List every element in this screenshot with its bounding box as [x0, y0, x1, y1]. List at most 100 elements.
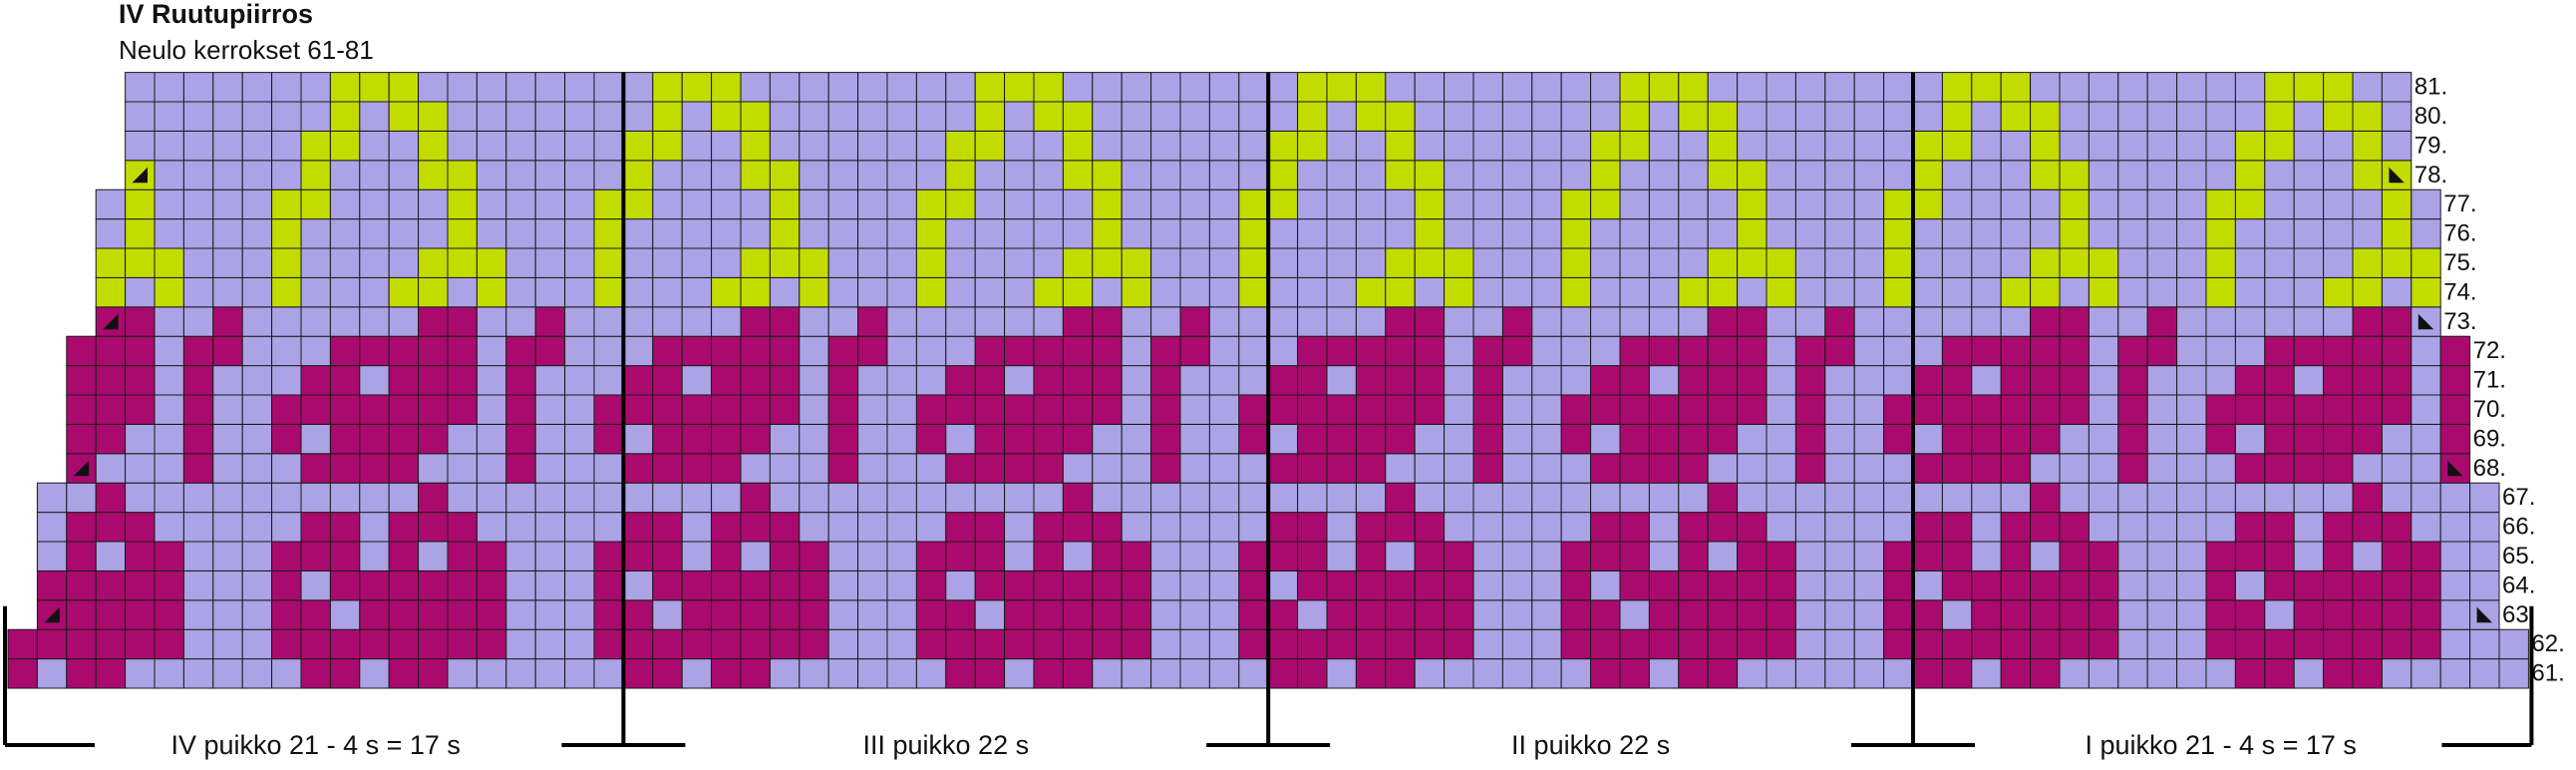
stitch-cell [915, 335, 947, 367]
stitch-cell [1941, 72, 1973, 103]
stitch-cell [154, 512, 184, 543]
stitch-cell [1912, 658, 1943, 689]
stitch-cell [1472, 482, 1503, 514]
stitch-cell [2352, 482, 2383, 514]
stitch-cell [1472, 101, 1503, 132]
stitch-cell [1824, 658, 1855, 689]
stitch-cell [182, 218, 214, 249]
stitch-cell [2293, 423, 2325, 455]
stitch-cell [711, 570, 742, 601]
stitch-cell [681, 306, 713, 337]
stitch-cell [2059, 247, 2090, 278]
stitch-cell [593, 599, 624, 630]
stitch-cell [1971, 541, 2002, 572]
stitch-cell [1326, 160, 1357, 191]
stitch-cell [1355, 160, 1387, 191]
stitch-cell [2381, 658, 2413, 689]
stitch-cell [827, 189, 859, 220]
stitch-cell [447, 570, 478, 601]
stitch-cell [886, 658, 917, 689]
stitch-cell [1560, 365, 1592, 396]
stitch-cell [447, 628, 478, 660]
stitch-cell [2088, 512, 2119, 543]
stitch-cell [1179, 599, 1210, 630]
stitch-cell [182, 335, 214, 367]
stitch-cell [1737, 72, 1768, 103]
stitch-cell [564, 453, 595, 484]
stitch-cell [1238, 130, 1269, 162]
stitch-cell [2146, 101, 2178, 132]
stitch-cell [36, 482, 68, 514]
stitch-cell [564, 658, 595, 689]
stitch-cell [1501, 599, 1533, 630]
stitch-cell [1853, 570, 1885, 601]
stitch-cell [1766, 453, 1796, 484]
stitch-cell [2264, 247, 2295, 278]
stitch-cell [2176, 276, 2207, 308]
stitch-cell [652, 541, 683, 572]
stitch-cell [1560, 512, 1592, 543]
stitch-cell [1824, 189, 1855, 220]
stitch-cell [1414, 189, 1446, 220]
stitch-cell [945, 599, 976, 630]
stitch-cell [974, 423, 1006, 455]
stitch-cell [1238, 72, 1269, 103]
stitch-cell [681, 160, 713, 191]
stitch-cell [1794, 335, 1826, 367]
stitch-cell [2469, 541, 2500, 572]
stitch-cell [1326, 453, 1357, 484]
stitch-cell [1414, 306, 1446, 337]
stitch-cell [1092, 482, 1123, 514]
stitch-cell [1824, 72, 1855, 103]
stitch-cell [652, 160, 683, 191]
stitch-cell [1971, 160, 2002, 191]
stitch-cell [2469, 628, 2500, 660]
stitch-cell [2088, 218, 2119, 249]
stitch-cell [182, 160, 214, 191]
stitch-cell [857, 276, 888, 308]
decrease-marker [2417, 313, 2434, 330]
stitch-cell [2381, 101, 2413, 132]
stitch-cell [2146, 365, 2178, 396]
row-label: 75. [2443, 249, 2476, 276]
stitch-cell [1648, 247, 1680, 278]
stitch-cell [1092, 335, 1123, 367]
stitch-cell [1766, 423, 1796, 455]
stitch-cell [182, 658, 214, 689]
stitch-cell [2030, 130, 2061, 162]
stitch-cell [1121, 599, 1152, 630]
stitch-cell [1355, 335, 1387, 367]
stitch-cell [2059, 570, 2090, 601]
stitch-cell [95, 453, 127, 484]
stitch-cell [2059, 628, 2090, 660]
stitch-cell [2234, 130, 2266, 162]
stitch-cell [2030, 306, 2061, 337]
stitch-cell [182, 453, 214, 484]
stitch-cell [476, 247, 507, 278]
stitch-cell [1590, 130, 1621, 162]
stitch-cell [2381, 599, 2413, 630]
stitch-cell [1560, 306, 1592, 337]
stitch-cell [1092, 247, 1123, 278]
stitch-cell [1648, 189, 1680, 220]
stitch-cell [2000, 512, 2032, 543]
stitch-cell [974, 247, 1006, 278]
stitch-cell [2059, 599, 2090, 630]
stitch-cell [1033, 512, 1064, 543]
stitch-cell [534, 101, 566, 132]
stitch-cell [2059, 276, 2090, 308]
stitch-cell [125, 570, 156, 601]
stitch-cell [2059, 306, 2090, 337]
stitch-cell [1941, 101, 1973, 132]
stitch-cell [2381, 335, 2413, 367]
stitch-cell [1971, 599, 2002, 630]
stitch-cell [945, 335, 976, 367]
stitch-cell [300, 599, 331, 630]
row-label: 65. [2502, 543, 2535, 570]
stitch-cell [2000, 130, 2032, 162]
stitch-cell [1971, 276, 2002, 308]
stitch-cell [1824, 130, 1855, 162]
stitch-cell [2088, 365, 2119, 396]
stitch-cell [1414, 570, 1446, 601]
stitch-cell [915, 130, 947, 162]
